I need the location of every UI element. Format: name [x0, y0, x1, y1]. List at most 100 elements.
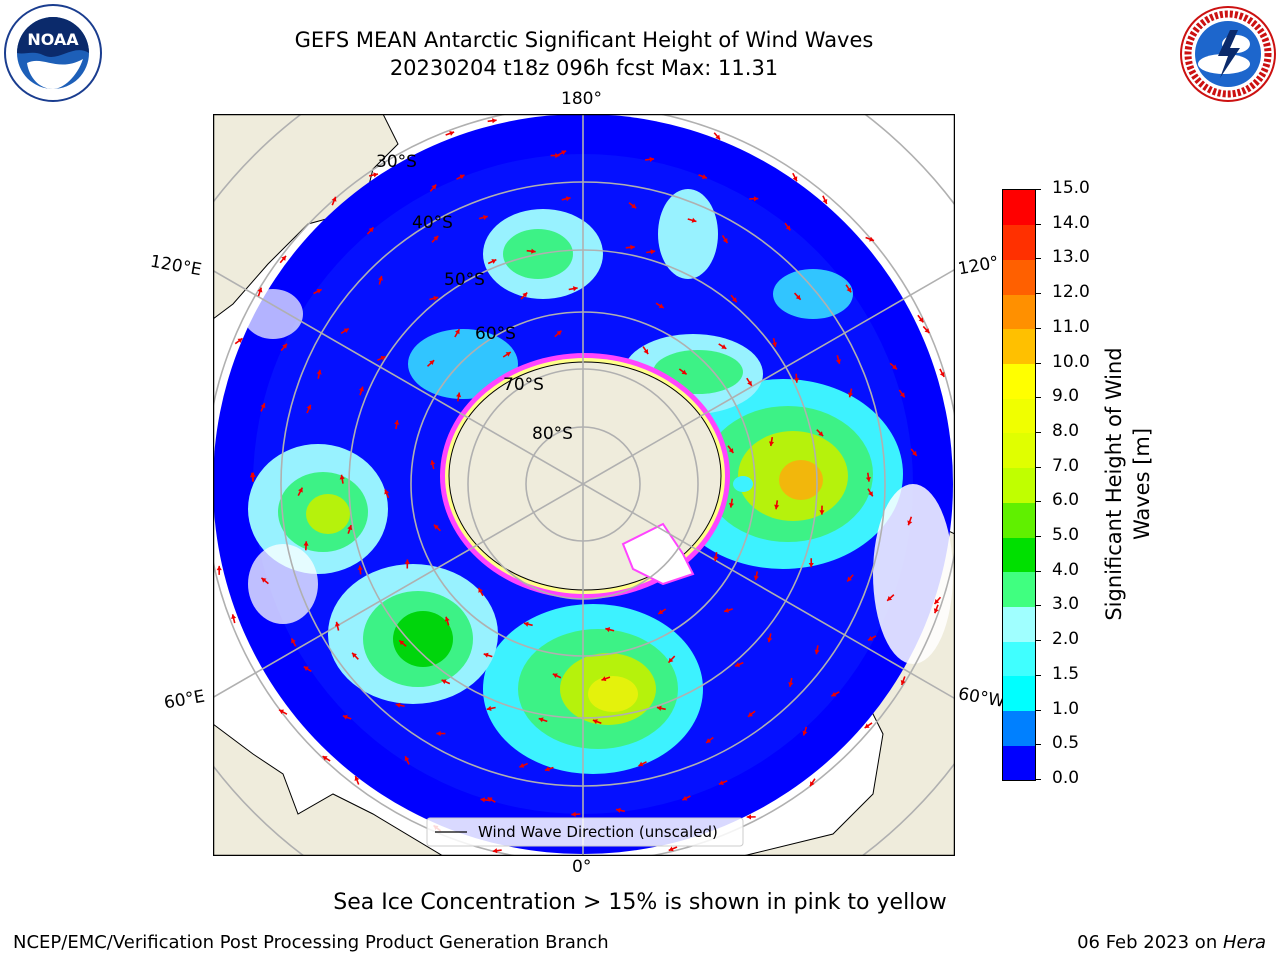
wave-arrow: [526, 248, 536, 254]
wave-arrow: [444, 616, 450, 626]
sea-ice-note: Sea Ice Concentration > 15% is shown in …: [333, 890, 947, 915]
wave-arrow: [646, 249, 656, 255]
wave-arrow: [487, 796, 496, 803]
wave-arrow: [306, 404, 312, 414]
wave-arrow: [645, 156, 655, 162]
colorbar-band: [1003, 537, 1035, 573]
wave-arrow: [656, 705, 666, 711]
wave-arrow: [430, 460, 436, 470]
wave-arrow: [768, 436, 775, 447]
colorbar-tick-mark: [1035, 397, 1041, 399]
wave-arrow: [746, 814, 756, 820]
colorbar-band: [1003, 641, 1035, 677]
colorbar-tick-label: 15.0: [1052, 178, 1090, 198]
wave-arrow: [316, 369, 322, 379]
wave-arrow: [667, 655, 676, 664]
wave-arrow: [429, 184, 437, 192]
colorbar-tick-label: 12.0: [1052, 282, 1090, 303]
colorbar-tick-label: 5.0: [1052, 525, 1080, 546]
colorbar-tick-mark: [1035, 640, 1041, 642]
colorbar-tick-label: 6.0: [1052, 490, 1080, 511]
colorbar-tick-mark: [1035, 536, 1041, 538]
wave-arrow: [889, 362, 898, 370]
wave-arrow: [933, 596, 942, 605]
wave-arrow: [898, 389, 906, 398]
wave-arrow: [793, 373, 800, 383]
antarctic-wave-map: Wind Wave Direction (unscaled): [213, 114, 955, 856]
wave-arrow: [290, 638, 297, 647]
wave-arrow: [395, 702, 405, 708]
wave-arrow: [846, 574, 854, 583]
colorbar-tick-label: 3.0: [1052, 594, 1080, 615]
wave-direction-arrows: [216, 118, 945, 854]
wave-arrow: [713, 132, 721, 141]
wave-arrow: [601, 676, 611, 682]
colorbar-band: [1003, 432, 1035, 469]
wave-arrow: [746, 377, 753, 387]
wave-arrow: [502, 351, 512, 358]
wave-arrow: [480, 797, 490, 803]
footer-host: Hera: [1222, 932, 1266, 953]
colorbar-band: [1003, 294, 1035, 330]
wave-arrow: [280, 343, 288, 352]
wave-arrow: [721, 235, 729, 244]
wave-arrow: [865, 236, 875, 242]
wave-arrow: [357, 565, 363, 575]
wave-arrow: [822, 195, 828, 205]
wave-arrow: [477, 587, 484, 597]
colorbar-band: [1003, 363, 1035, 399]
colorbar-tick-mark: [1035, 258, 1041, 260]
wave-arrow: [784, 222, 791, 231]
wave-arrow: [605, 627, 615, 633]
wave-arrow: [359, 386, 364, 396]
colorbar-tick-mark: [1035, 605, 1041, 607]
colorbar-band: [1003, 398, 1035, 434]
lat-label-50s: 50°S: [444, 270, 485, 290]
wave-arrow: [234, 337, 243, 345]
colorbar-tick-mark: [1035, 779, 1041, 780]
colorbar-band: [1003, 467, 1035, 503]
wave-arrow: [668, 846, 678, 852]
colorbar-label-line1: Significant Height of Wind: [1102, 347, 1126, 621]
wave-arrow: [698, 174, 708, 179]
wave-arrow: [687, 217, 697, 223]
lon-label-0: 0°: [572, 857, 592, 877]
wave-arrow: [749, 196, 759, 202]
colorbar-tick-label: 10.0: [1052, 351, 1090, 372]
wave-arrow: [713, 552, 719, 562]
colorbar-tick-mark: [1035, 293, 1041, 295]
wave-arrow: [723, 607, 733, 613]
footer-date-text: 06 Feb 2023 on: [1077, 932, 1223, 953]
colorbar-tick-mark: [1035, 570, 1041, 572]
colorbar-band: [1003, 606, 1035, 642]
colorbar-tick-label: 14.0: [1052, 212, 1090, 233]
wave-arrow: [339, 474, 345, 484]
wave-arrow: [394, 419, 400, 430]
wave-arrow: [216, 565, 222, 575]
wave-arrow: [900, 676, 906, 686]
wave-arrow: [456, 174, 465, 180]
wave-arrow: [404, 755, 410, 765]
wave-arrow: [378, 275, 384, 285]
wave-arrow: [809, 778, 816, 787]
legend-label: Wind Wave Direction (unscaled): [478, 823, 718, 841]
wave-arrow: [454, 328, 461, 338]
wave-arrow: [774, 500, 780, 510]
wave-arrow: [802, 726, 808, 736]
colorbar-tick-label: 7.0: [1052, 455, 1080, 476]
wave-arrow: [313, 288, 322, 295]
colorbar: [1002, 189, 1036, 781]
wave-arrow: [520, 292, 528, 300]
colorbar-tick-label: 1.0: [1052, 698, 1080, 719]
wave-arrow: [615, 807, 625, 813]
wave-arrow: [864, 722, 873, 729]
map-frame: [213, 114, 955, 856]
wave-arrow: [772, 337, 778, 348]
wave-arrow: [718, 780, 728, 785]
colorbar-band: [1003, 502, 1035, 538]
wave-arrow: [257, 287, 263, 297]
colorbar-tick-mark: [1035, 709, 1041, 711]
wave-arrow: [519, 762, 528, 768]
lon-label-180: 180°: [561, 89, 602, 109]
wave-arrow: [865, 472, 871, 482]
